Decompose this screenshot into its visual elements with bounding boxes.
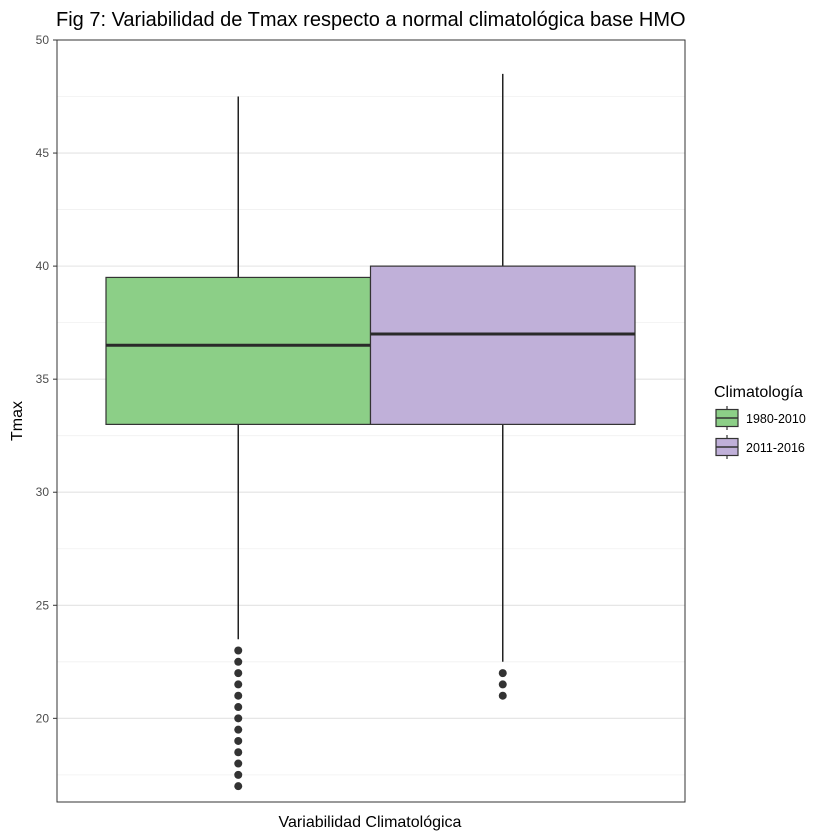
outlier-point [234,703,243,712]
y-tick-label: 25 [36,598,50,612]
outlier-point [234,725,243,734]
y-tick-label: 40 [36,259,50,273]
outlier-point [234,657,243,666]
outlier-point [234,748,243,757]
outlier-point [234,770,243,779]
panel-border [56,39,686,803]
plot-area: 20 25 30 35 40 45 50 [36,33,686,803]
outlier-point [234,680,243,689]
x-axis-title: Variabilidad Climatológica [279,814,462,831]
box [105,276,372,425]
outlier-point [234,782,243,791]
outlier-point [234,669,243,678]
box [369,265,636,425]
y-tick-label: 30 [36,485,50,499]
y-tick-label: 20 [36,711,50,725]
chart-title: Fig 7: Variabilidad de Tmax respecto a n… [56,9,686,31]
outlier-point [234,691,243,700]
legend-label: 2011-2016 [746,441,805,455]
y-tick-label: 50 [36,33,50,47]
outlier-point [498,691,507,700]
y-tick-label: 45 [36,146,50,160]
outlier-point [498,669,507,678]
legend: 1980-2010 2011-2016 [715,406,806,459]
legend-label: 1980-2010 [746,412,806,426]
outlier-point [234,646,243,655]
legend-title: Climatología [714,384,803,401]
y-axis-title: Tmax [9,401,26,441]
outlier-point [498,680,507,689]
outlier-point [234,736,243,745]
outlier-point [234,714,243,723]
y-tick-label: 35 [36,372,50,386]
outlier-point [234,759,243,768]
